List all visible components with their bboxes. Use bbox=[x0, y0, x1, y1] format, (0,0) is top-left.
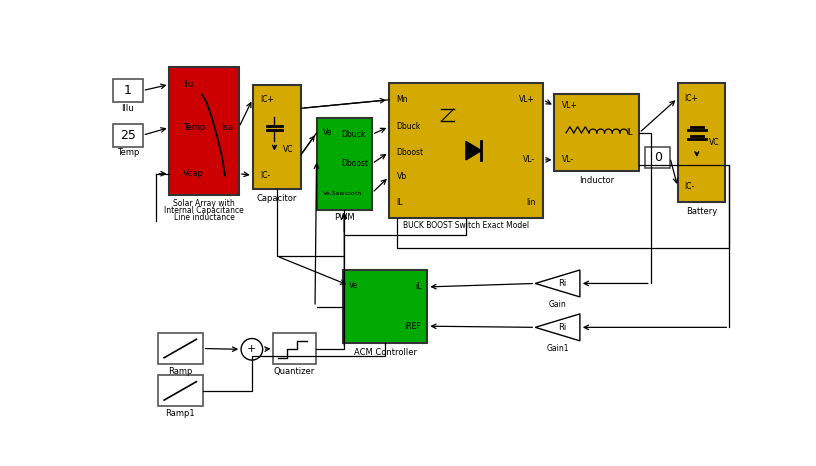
Text: iL: iL bbox=[415, 282, 421, 291]
Text: Ve,Sawtooth: Ve,Sawtooth bbox=[322, 191, 362, 195]
Text: PWM: PWM bbox=[334, 213, 355, 222]
Text: IL: IL bbox=[397, 198, 403, 207]
Text: Temp: Temp bbox=[117, 149, 139, 158]
Bar bbox=[343, 270, 428, 343]
Bar bbox=[273, 333, 316, 364]
Text: Quantizer: Quantizer bbox=[274, 367, 315, 376]
Text: 25: 25 bbox=[120, 129, 135, 142]
Text: IC+: IC+ bbox=[684, 94, 698, 103]
Bar bbox=[158, 376, 202, 406]
Text: VC: VC bbox=[283, 145, 294, 154]
Text: +: + bbox=[247, 344, 256, 354]
Bar bbox=[170, 68, 239, 194]
Bar bbox=[253, 85, 301, 189]
Text: Gain: Gain bbox=[548, 300, 566, 309]
Bar bbox=[678, 83, 725, 202]
Text: Dbuck: Dbuck bbox=[397, 122, 421, 131]
Text: VL+: VL+ bbox=[519, 96, 535, 104]
Text: VL-: VL- bbox=[562, 155, 574, 164]
Text: IC-: IC- bbox=[260, 171, 271, 180]
Text: Ve: Ve bbox=[322, 129, 332, 137]
Text: Mn: Mn bbox=[397, 96, 408, 104]
Bar bbox=[317, 117, 372, 210]
Text: Iin: Iin bbox=[526, 198, 535, 207]
Text: VL+: VL+ bbox=[562, 102, 578, 110]
Bar bbox=[113, 79, 143, 102]
Text: Capacitor: Capacitor bbox=[257, 194, 297, 203]
Text: Illu: Illu bbox=[122, 104, 134, 113]
Text: Vcap: Vcap bbox=[184, 169, 204, 178]
Text: IL: IL bbox=[627, 129, 633, 137]
Text: Vb: Vb bbox=[397, 172, 406, 181]
Bar bbox=[645, 147, 670, 168]
Text: Ramp1: Ramp1 bbox=[166, 410, 195, 418]
Text: Ve: Ve bbox=[349, 281, 358, 290]
Text: Isa: Isa bbox=[220, 123, 233, 132]
Text: Temp: Temp bbox=[184, 123, 206, 132]
Text: Ri: Ri bbox=[558, 279, 566, 288]
Text: Solar Array with: Solar Array with bbox=[173, 199, 235, 208]
Text: iREF: iREF bbox=[405, 322, 421, 331]
Text: Gain1: Gain1 bbox=[547, 344, 569, 353]
Text: VL-: VL- bbox=[523, 155, 535, 164]
Text: IC-: IC- bbox=[684, 182, 694, 192]
Text: Ramp: Ramp bbox=[168, 367, 193, 376]
Text: ACM Controller: ACM Controller bbox=[353, 348, 417, 357]
Bar bbox=[555, 95, 639, 171]
Text: IC+: IC+ bbox=[260, 95, 274, 103]
Text: VC: VC bbox=[709, 138, 719, 147]
Text: Inductor: Inductor bbox=[579, 176, 614, 185]
Text: Line inductance: Line inductance bbox=[174, 213, 234, 222]
Polygon shape bbox=[466, 141, 481, 160]
Text: Internal Capacitance: Internal Capacitance bbox=[164, 206, 244, 215]
Text: Battery: Battery bbox=[686, 207, 717, 216]
Text: 1: 1 bbox=[124, 84, 132, 97]
Bar bbox=[158, 333, 202, 364]
Bar bbox=[113, 123, 143, 147]
Text: 0: 0 bbox=[654, 151, 662, 164]
Bar bbox=[389, 83, 543, 218]
Text: Ri: Ri bbox=[558, 323, 566, 332]
Text: BUCK BOOST Switch Exact Model: BUCK BOOST Switch Exact Model bbox=[403, 221, 529, 230]
Text: Dboost: Dboost bbox=[397, 148, 424, 157]
Text: Dbuck: Dbuck bbox=[342, 130, 366, 139]
Text: Dboost: Dboost bbox=[342, 159, 369, 168]
Text: Ilu: Ilu bbox=[184, 80, 193, 89]
